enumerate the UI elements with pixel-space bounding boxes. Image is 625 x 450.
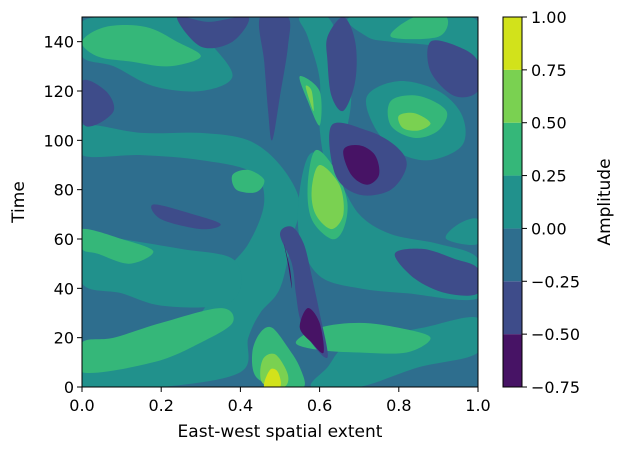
colorbar-tick-label: 0.00 [531, 219, 567, 238]
contour-region-20 [398, 112, 431, 131]
colorbar-tick-label: 0.75 [531, 61, 567, 80]
contour-region-35 [343, 144, 380, 185]
colorbar-label: Amplitude [595, 158, 615, 245]
x-axis-label: East-west spatial extent [178, 422, 383, 442]
colorbar-band [503, 334, 522, 387]
contour-region-22 [305, 85, 314, 111]
y-tick-label: 40 [54, 279, 74, 298]
x-tick-label: 0.2 [148, 396, 173, 415]
contour-regions [82, 17, 478, 387]
contour-region-15 [231, 169, 265, 193]
x-tick-label: 0.4 [228, 396, 253, 415]
colorbar-tick-label: 1.00 [531, 8, 567, 27]
colorbar-band [503, 175, 522, 229]
contour-region-0 [82, 124, 301, 387]
y-tick-label: 120 [43, 82, 74, 101]
contour-region-33 [283, 243, 292, 289]
contour-region-25 [176, 17, 250, 49]
y-axis-ticks: 0 20 40 60 80 100 120 140 [43, 33, 82, 397]
contour-region-24 [258, 17, 291, 141]
x-tick-label: 0.0 [69, 396, 94, 415]
colorbar-tick-label: −0.50 [531, 325, 580, 344]
contour-region-8 [445, 218, 478, 245]
y-tick-label: 60 [54, 230, 74, 249]
contour-region-17 [390, 17, 449, 40]
colorbar: −0.75 −0.50 −0.25 0.00 0.25 0.50 0.75 1.00 [502, 8, 580, 397]
x-axis-ticks: 0.0 0.2 0.4 0.6 0.8 1.0 [69, 387, 491, 415]
x-tick-label: 1.0 [465, 396, 490, 415]
y-tick-label: 100 [43, 131, 74, 150]
contour-region-32 [394, 248, 478, 296]
colorbar-tick-label: 0.50 [531, 114, 567, 133]
colorbar-band [503, 69, 522, 123]
contour-region-30 [151, 204, 221, 230]
colorbar-frame [502, 16, 523, 388]
contour-region-10 [82, 228, 154, 264]
contour-region-34 [299, 308, 324, 354]
colorbar-band [503, 17, 522, 70]
y-tick-label: 20 [54, 329, 74, 348]
plot-frame [81, 16, 479, 388]
colorbar-tick-label: −0.25 [531, 272, 580, 291]
contour-region-26 [326, 17, 357, 112]
colorbar-band [503, 281, 522, 335]
colorbar-tick-label: −0.75 [531, 378, 580, 397]
x-tick-label: 0.8 [386, 396, 411, 415]
colorbar-tick-label: 0.25 [531, 167, 567, 186]
contour-region-23 [263, 368, 281, 387]
contour-region-28 [427, 40, 478, 98]
y-axis-label: Time [9, 181, 29, 224]
colorbar-band [503, 122, 522, 176]
y-tick-label: 140 [43, 33, 74, 52]
y-tick-label: 0 [64, 378, 74, 397]
colorbar-band [503, 228, 522, 282]
y-tick-label: 80 [54, 181, 74, 200]
contour-region-18 [295, 322, 431, 354]
x-tick-label: 0.6 [307, 396, 332, 415]
contour-region-29 [82, 79, 115, 127]
contour-region-9 [82, 308, 234, 373]
contour-region-11 [82, 25, 201, 67]
contour-region-19 [311, 164, 344, 230]
